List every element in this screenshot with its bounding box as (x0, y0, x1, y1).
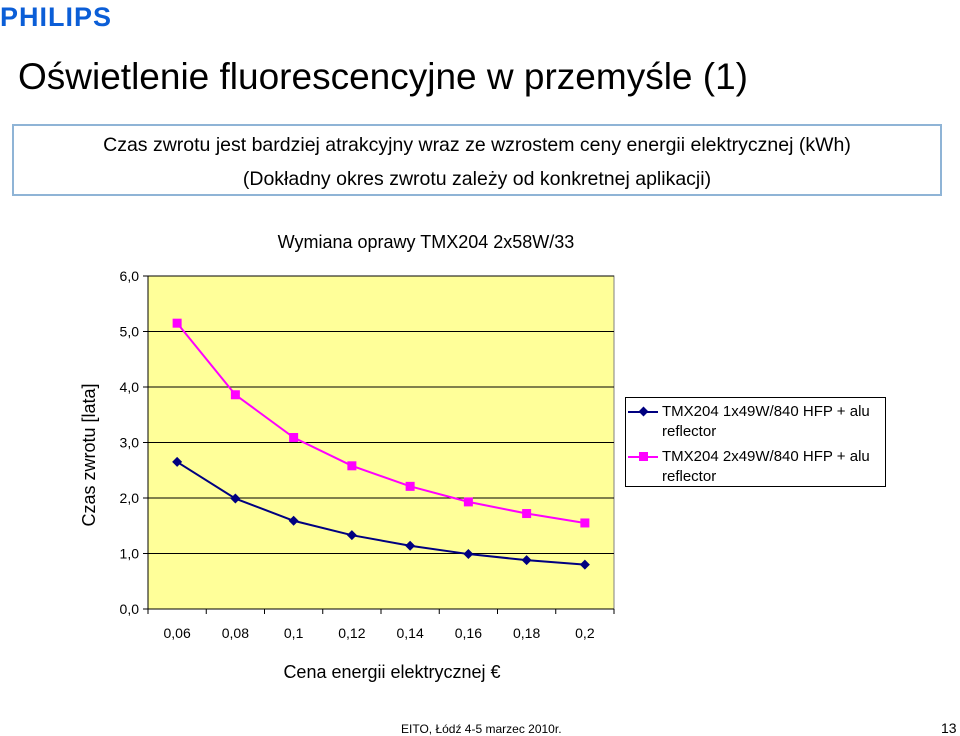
data-point-diamond (230, 493, 241, 504)
data-point-square (347, 461, 357, 471)
data-point-square (463, 497, 473, 507)
x-axis-label: Cena energii elektrycznej € (283, 662, 500, 682)
data-point-diamond (405, 540, 416, 551)
data-point-diamond (521, 555, 532, 566)
data-point-square (405, 481, 415, 491)
y-tick-label: 1,0 (120, 546, 140, 562)
legend-label-series-2: TMX204 2x49W/840 HFP + alu reflector (662, 448, 870, 485)
x-tick-label: 0,14 (397, 625, 424, 641)
x-tick-label: 0,06 (164, 625, 191, 641)
legend-square-marker (639, 452, 648, 461)
data-point-diamond (346, 530, 357, 541)
data-point-square (522, 509, 532, 519)
chart-legend: TMX204 1x49W/840 HFP + alu reflector TMX… (625, 397, 886, 487)
data-point-square (230, 390, 240, 400)
x-tick-label: 0,16 (455, 625, 482, 641)
data-point-square (289, 433, 299, 443)
data-point-diamond (579, 559, 590, 570)
slide-title: Oświetlenie fluorescencyjne w przemyśle … (18, 56, 748, 97)
y-tick-label: 4,0 (120, 379, 140, 395)
data-point-square (580, 518, 590, 528)
chart-title: Wymiana oprawy TMX204 2x58W/33 (278, 232, 575, 252)
x-tick-label: 0,1 (284, 625, 304, 641)
x-tick-label: 0,12 (338, 625, 365, 641)
legend-label-series-1: TMX204 1x49W/840 HFP + alu reflector (662, 403, 870, 440)
x-tick-label: 0,18 (513, 625, 540, 641)
legend-diamond-marker (638, 406, 649, 417)
footer-text: EITO, Łódź 4-5 marzec 2010r. (401, 722, 562, 736)
y-tick-label: 6,0 (120, 268, 140, 284)
callout-line-2: (Dokładny okres zwrotu zależy od konkret… (242, 168, 712, 190)
callout-box: Czas zwrotu jest bardziej atrakcyjny wra… (12, 124, 942, 196)
y-tick-label: 5,0 (120, 324, 140, 340)
data-point-diamond (172, 456, 183, 467)
x-tick-label: 0,2 (575, 625, 595, 641)
y-tick-label: 2,0 (120, 490, 140, 506)
y-tick-label: 0,0 (120, 601, 140, 617)
callout-line-1: Czas zwrotu jest bardziej atrakcyjny wra… (103, 134, 851, 156)
philips-logo: PHILIPS (0, 2, 113, 32)
data-point-square (172, 318, 182, 328)
data-point-diamond (288, 515, 299, 526)
series-line-2 (176, 322, 586, 524)
series-line-1 (176, 461, 585, 566)
page-number: 13 (941, 720, 957, 736)
data-point-diamond (463, 549, 474, 560)
x-tick-label: 0,08 (222, 625, 249, 641)
y-axis-label: Czas zwrotu [lata] (79, 383, 99, 526)
y-tick-label: 3,0 (120, 435, 140, 451)
